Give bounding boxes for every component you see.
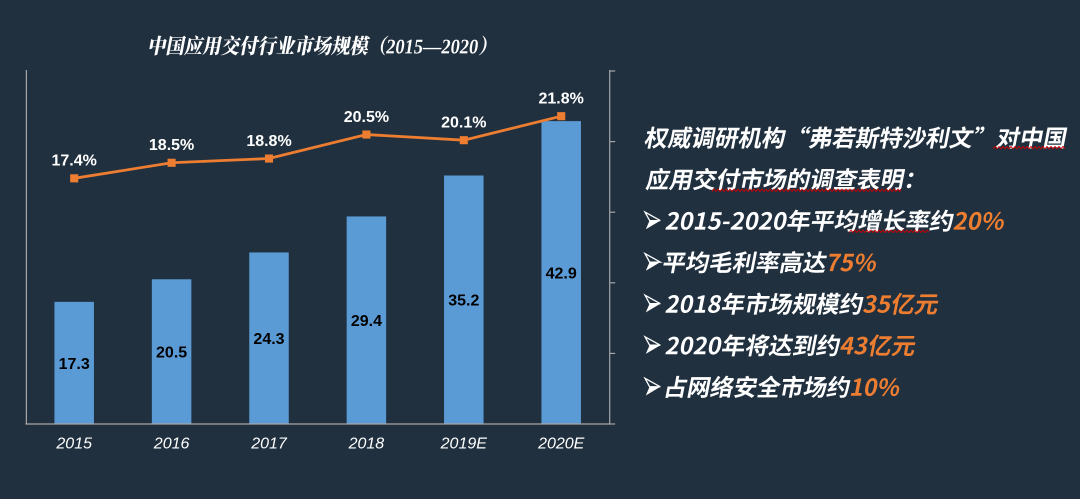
svg-text:2017: 2017 bbox=[250, 436, 288, 453]
svg-text:20.5%: 20.5% bbox=[344, 109, 389, 126]
svg-text:20.5: 20.5 bbox=[156, 344, 187, 361]
svg-text:20.1%: 20.1% bbox=[441, 115, 486, 132]
svg-text:2019E: 2019E bbox=[440, 436, 488, 453]
svg-text:29.4: 29.4 bbox=[351, 313, 382, 330]
svg-text:35.2: 35.2 bbox=[448, 293, 479, 310]
svg-text:17.3: 17.3 bbox=[59, 356, 90, 373]
svg-text:21.8%: 21.8% bbox=[539, 91, 584, 108]
svg-text:17.4%: 17.4% bbox=[52, 153, 97, 170]
svg-text:2016: 2016 bbox=[153, 436, 190, 453]
svg-text:24.3: 24.3 bbox=[253, 331, 284, 348]
svg-text:2020E: 2020E bbox=[537, 436, 585, 453]
svg-text:42.9: 42.9 bbox=[546, 265, 577, 282]
svg-text:18.8%: 18.8% bbox=[246, 133, 291, 150]
svg-text:2015: 2015 bbox=[55, 436, 92, 453]
svg-text:2018: 2018 bbox=[348, 436, 385, 453]
svg-text:18.5%: 18.5% bbox=[149, 137, 194, 154]
